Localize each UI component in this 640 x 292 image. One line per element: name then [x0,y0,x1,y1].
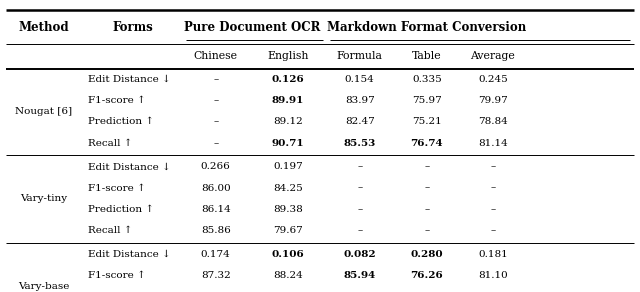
Text: –: – [490,205,495,214]
Text: Edit Distance ↓: Edit Distance ↓ [88,75,171,84]
Text: –: – [424,226,429,235]
Text: Table: Table [412,51,442,61]
Text: 76.26: 76.26 [410,271,444,280]
Text: 81.10: 81.10 [478,271,508,280]
Text: Prediction ↑: Prediction ↑ [88,117,154,126]
Text: 82.47: 82.47 [345,117,374,126]
Text: 0.197: 0.197 [273,162,303,171]
Text: Recall ↑: Recall ↑ [88,226,133,235]
Text: 0.181: 0.181 [478,250,508,259]
Text: F1-score ↑: F1-score ↑ [88,96,146,105]
Text: 75.97: 75.97 [412,96,442,105]
Text: Formula: Formula [337,51,383,61]
Text: 88.24: 88.24 [273,271,303,280]
Text: 85.86: 85.86 [201,226,230,235]
Text: –: – [424,184,429,193]
Text: 0.266: 0.266 [201,162,230,171]
Text: Average: Average [470,51,515,61]
Text: 0.126: 0.126 [271,75,305,84]
Text: –: – [424,205,429,214]
Text: 89.91: 89.91 [272,96,304,105]
Text: –: – [213,96,218,105]
Text: –: – [357,162,362,171]
Text: 0.106: 0.106 [271,250,305,259]
Text: –: – [357,184,362,193]
Text: 90.71: 90.71 [272,139,304,148]
Text: 76.74: 76.74 [411,139,443,148]
Text: 85.53: 85.53 [344,139,376,148]
Text: 0.154: 0.154 [345,75,374,84]
Text: –: – [213,75,218,84]
Text: English: English [268,51,308,61]
Text: –: – [490,226,495,235]
Text: Pure Document OCR: Pure Document OCR [184,20,320,34]
Text: 79.97: 79.97 [478,96,508,105]
Text: Edit Distance ↓: Edit Distance ↓ [88,250,171,259]
Text: Recall ↑: Recall ↑ [88,139,133,148]
Text: 0.335: 0.335 [412,75,442,84]
Text: 79.67: 79.67 [273,226,303,235]
Text: 0.082: 0.082 [344,250,376,259]
Text: Nougat [6]: Nougat [6] [15,107,72,116]
Text: 86.00: 86.00 [201,184,230,193]
Text: 75.21: 75.21 [412,117,442,126]
Text: Method: Method [18,20,69,34]
Text: 81.14: 81.14 [478,139,508,148]
Text: –: – [213,139,218,148]
Text: 85.94: 85.94 [344,271,376,280]
Text: –: – [357,226,362,235]
Text: Chinese: Chinese [194,51,237,61]
Text: 78.84: 78.84 [478,117,508,126]
Text: –: – [357,205,362,214]
Text: F1-score ↑: F1-score ↑ [88,184,146,193]
Text: 86.14: 86.14 [201,205,230,214]
Text: Forms: Forms [113,20,154,34]
Text: Vary-tiny: Vary-tiny [20,194,67,203]
Text: –: – [424,162,429,171]
Text: –: – [490,162,495,171]
Text: –: – [490,184,495,193]
Text: Markdown Format Conversion: Markdown Format Conversion [326,20,526,34]
Text: Edit Distance ↓: Edit Distance ↓ [88,162,171,171]
Text: Prediction ↑: Prediction ↑ [88,205,154,214]
Text: 83.97: 83.97 [345,96,374,105]
Text: –: – [213,117,218,126]
Text: Vary-base: Vary-base [18,282,69,291]
Text: 0.174: 0.174 [201,250,230,259]
Text: 0.245: 0.245 [478,75,508,84]
Text: 89.38: 89.38 [273,205,303,214]
Text: 84.25: 84.25 [273,184,303,193]
Text: 87.32: 87.32 [201,271,230,280]
Text: F1-score ↑: F1-score ↑ [88,271,146,280]
Text: 0.280: 0.280 [411,250,443,259]
Text: 89.12: 89.12 [273,117,303,126]
